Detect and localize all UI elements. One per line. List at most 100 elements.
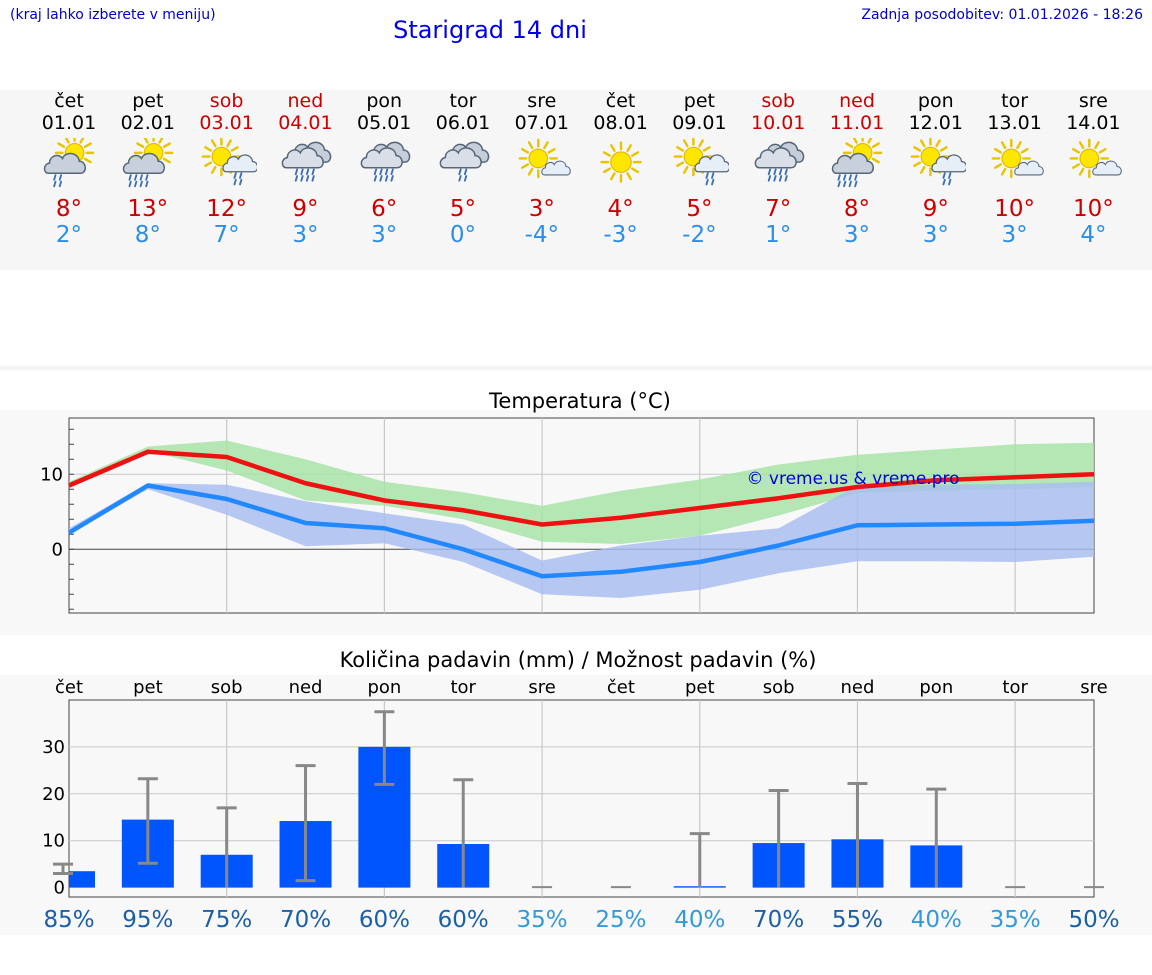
cloud-rain-icon bbox=[282, 141, 332, 182]
precipitation-day-label: čet bbox=[55, 677, 83, 698]
sun-disc bbox=[211, 146, 231, 167]
max-temperature: 10° bbox=[1073, 196, 1114, 222]
rain-drop bbox=[145, 180, 149, 188]
max-temperature: 5° bbox=[449, 196, 477, 222]
sun-disc bbox=[1079, 148, 1100, 169]
rain-drop bbox=[145, 174, 149, 181]
day-date: 01.01 bbox=[41, 112, 97, 134]
sun-ray bbox=[919, 165, 926, 174]
precipitation-probability: 25% bbox=[595, 907, 646, 933]
cloud-body bbox=[43, 152, 86, 175]
rain-drop bbox=[373, 168, 378, 176]
sun-ray bbox=[136, 142, 145, 149]
sun-ray bbox=[520, 163, 529, 169]
precipitation-probability: 40% bbox=[911, 907, 962, 933]
sun-ray bbox=[871, 142, 880, 149]
spacer bbox=[0, 270, 1152, 370]
precipitation-probability: 70% bbox=[280, 907, 331, 933]
precipitation-error-bar bbox=[216, 806, 237, 888]
day-date: 09.01 bbox=[672, 112, 727, 134]
day-column: pon 12.01 9° 3° bbox=[896, 90, 976, 260]
sun-ray bbox=[210, 139, 217, 148]
sun-ray bbox=[542, 141, 549, 150]
day-date: 07.01 bbox=[514, 112, 569, 134]
sun-small-cloud-icon bbox=[518, 138, 571, 179]
cloud-light-rain-icon bbox=[439, 141, 490, 182]
precipitation-probability: 75% bbox=[201, 907, 252, 933]
sun-shape bbox=[991, 138, 1031, 179]
day-name: pon bbox=[917, 90, 954, 112]
sun-ray bbox=[158, 138, 164, 144]
sun-ray bbox=[1015, 141, 1022, 150]
cloud-shape bbox=[1092, 160, 1123, 176]
day-date: 13.01 bbox=[987, 112, 1042, 134]
cloud-body bbox=[439, 147, 482, 169]
rain-drop bbox=[767, 168, 772, 176]
sun-small-cloud-icon bbox=[991, 138, 1044, 179]
cloud-shape bbox=[831, 152, 874, 175]
rain-drop bbox=[848, 174, 852, 181]
sun-ray bbox=[203, 161, 212, 168]
sun-ray bbox=[1094, 141, 1101, 150]
day-column: pet 09.01 5° -2° bbox=[659, 90, 739, 260]
rain-drop bbox=[300, 175, 304, 182]
max-temperature: 13° bbox=[127, 196, 169, 222]
rain-drop bbox=[379, 175, 383, 182]
rain-drop bbox=[306, 168, 310, 176]
sun-ray bbox=[683, 139, 689, 148]
precipitation-tick-label: 10 bbox=[42, 831, 65, 852]
sun-ray bbox=[230, 146, 239, 152]
day-name: pet bbox=[683, 90, 715, 112]
day-column: pon 05.01 6° 3° bbox=[344, 90, 424, 260]
cloud-shape bbox=[1013, 160, 1044, 176]
sun-ray bbox=[1072, 163, 1081, 169]
precipitation-day-label: ned bbox=[289, 677, 323, 698]
precipitation-day-label: čet bbox=[607, 677, 635, 698]
rain-drop bbox=[385, 175, 389, 182]
precipitation-error-bar bbox=[295, 764, 316, 883]
cloud-shape bbox=[931, 154, 966, 173]
sun-ray bbox=[143, 138, 149, 144]
sun-ray bbox=[683, 165, 689, 174]
sun-ray bbox=[845, 142, 854, 149]
rain-drop bbox=[784, 175, 788, 182]
sun-ray bbox=[698, 139, 705, 148]
day-column: tor 06.01 5° 0° bbox=[423, 90, 503, 260]
temperature-tick-label: 0 bbox=[52, 539, 63, 560]
day-name: sre bbox=[527, 90, 557, 112]
sun-ray bbox=[1079, 167, 1085, 176]
rain-drop bbox=[139, 180, 143, 188]
precipitation-day-label: sre bbox=[528, 677, 555, 698]
rain-drop bbox=[773, 168, 777, 176]
cloud-body bbox=[694, 154, 730, 173]
sun-shape bbox=[599, 141, 642, 183]
sun-ray bbox=[225, 139, 232, 148]
min-temperature: 8° bbox=[134, 222, 161, 248]
page-title: Starigrad 14 dni bbox=[393, 16, 587, 44]
max-temperature: 12° bbox=[206, 196, 247, 222]
sun-ray bbox=[79, 138, 85, 144]
rain-drop bbox=[837, 180, 841, 188]
rain-drop bbox=[705, 172, 710, 179]
temperature-tick-label: 10 bbox=[40, 464, 63, 485]
rain-drop bbox=[767, 175, 772, 182]
sun-disc bbox=[683, 146, 704, 167]
cloud-body bbox=[541, 160, 571, 176]
charts: Temperatura (°C) 0 10 © vreme.us & vreme.pr… bbox=[40, 389, 1119, 933]
sun-ray bbox=[83, 142, 92, 149]
sun-ray bbox=[676, 161, 685, 168]
day-column: ned 11.01 8° 3° bbox=[817, 90, 897, 260]
rain-drop bbox=[306, 175, 310, 182]
precipitation-error-bar bbox=[689, 832, 710, 888]
day-date: 03.01 bbox=[199, 112, 254, 134]
rain-drop bbox=[233, 178, 237, 186]
precipitation-tick-label: 0 bbox=[54, 878, 65, 899]
location-hint: (kraj lahko izberete v meniju) bbox=[10, 7, 216, 23]
sun-ray bbox=[935, 139, 941, 148]
rain-drop bbox=[854, 174, 858, 181]
sun-disc bbox=[1001, 148, 1021, 169]
rain-drop bbox=[238, 178, 242, 186]
rain-drop bbox=[843, 180, 847, 188]
precipitation-day-label: pon bbox=[919, 677, 953, 698]
cloud-body bbox=[1013, 160, 1044, 176]
